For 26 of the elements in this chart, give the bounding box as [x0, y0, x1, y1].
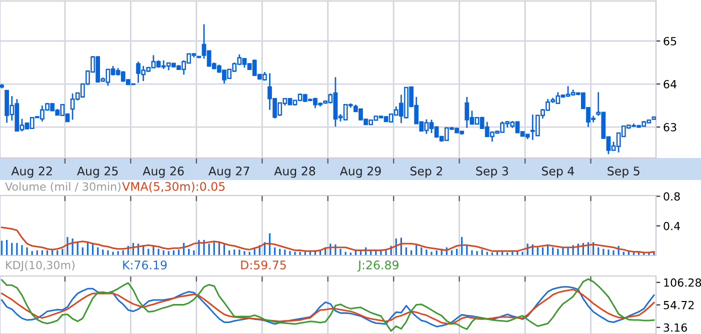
x-tick-label: Aug 22 [11, 166, 52, 178]
y-tick-label: 65 [664, 36, 676, 46]
x-tick-label: Aug 26 [142, 166, 184, 178]
x-tick-label: Sep 5 [608, 166, 640, 178]
x-tick-label: Aug 29 [340, 166, 381, 178]
y-tick-label: 64 [664, 80, 676, 88]
chart-title: Volume (mil / 30min) [5, 182, 120, 192]
x-tick-label: Aug 28 [274, 166, 316, 178]
x-tick-label: Aug 25 [77, 166, 118, 178]
y-tick-label: 0.8 [664, 192, 680, 201]
x-tick-label: Sep 3 [476, 166, 508, 178]
y-tick-label: 63 [664, 123, 676, 132]
line-series [1, 226, 655, 254]
y-tick-label: 106.28 [664, 278, 701, 287]
text: D:59.75 [241, 260, 286, 270]
line-series [1, 278, 655, 332]
y-tick-label: 54.72 [664, 300, 694, 310]
text: J:26.89 [357, 260, 398, 272]
chart-title: KDJ(10,30m) [6, 260, 74, 272]
text: K:76.19 [123, 260, 167, 270]
text: VMA(5,30m):0.05 [122, 182, 225, 192]
x-tick-label: Aug 27 [208, 166, 250, 178]
y-tick-label: 0.4 [664, 222, 680, 230]
x-tick-label: Sep 4 [542, 166, 574, 178]
x-tick-label: Sep 2 [410, 166, 442, 178]
y-tick-label: 3.16 [664, 323, 687, 332]
